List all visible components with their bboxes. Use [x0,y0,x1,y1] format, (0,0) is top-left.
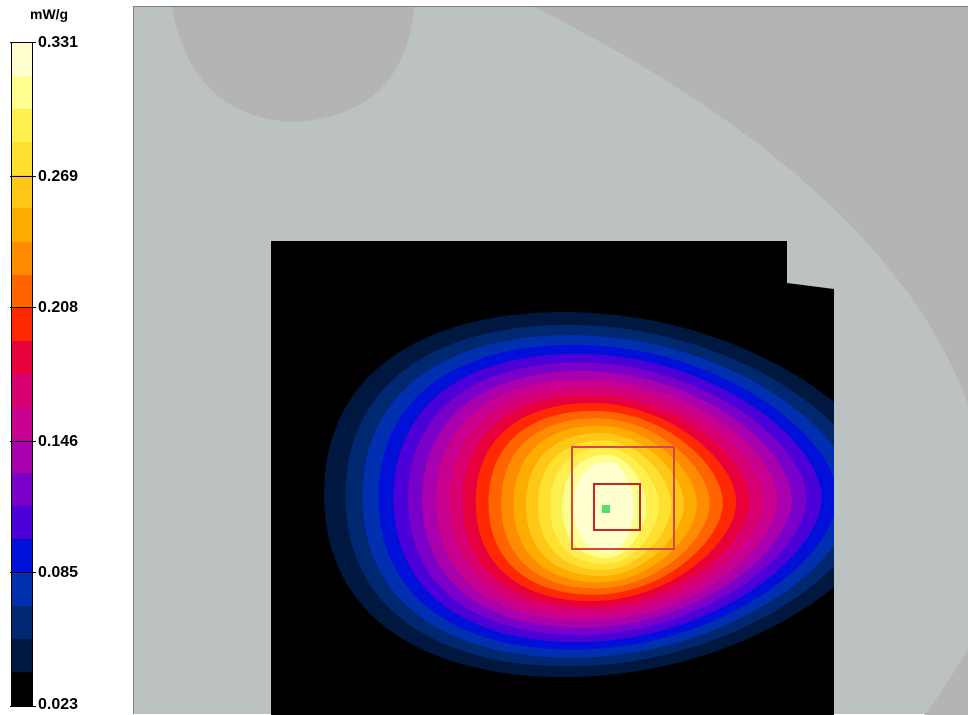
colorbar-swatch-9 [12,340,32,374]
colorbar-tick-mark [10,42,36,43]
colorbar-swatch-18 [12,638,32,672]
zoom-scan-inner-box [593,483,641,531]
colorbar-swatch-12 [12,440,32,474]
outside-region-top [172,7,414,122]
colorbar-swatch-11 [12,407,32,441]
colorbar-swatch-17 [12,605,32,639]
colorbar-swatch-0 [12,43,32,77]
colorbar-swatch-5 [12,208,32,242]
colorbar-tick-label: 0.208 [38,299,79,316]
colorbar-tick-label: 0.269 [38,168,79,185]
colorbar-tick-label: 0.023 [38,696,79,713]
colorbar-swatch-4 [12,175,32,209]
colorbar-swatch-19 [12,671,32,705]
colorbar-swatch-1 [12,76,32,110]
sar-heatmap-plot [133,6,968,715]
colorbar-swatch-6 [12,241,32,275]
heatmap-svg [172,7,968,715]
colorbar-swatch-7 [12,274,32,308]
contour-group [324,312,834,677]
colorbar-swatch-13 [12,473,32,507]
colorbar-swatch-16 [12,572,32,606]
colorbar-tick-label: 0.331 [38,34,79,51]
colorbar-legend: mW/g 0.331 0.269 0.208 0.146 0.085 0.023 [0,0,132,714]
outside-region-right [534,7,968,405]
colorbar-tick-label: 0.085 [38,564,79,581]
colorbar [11,42,33,706]
colorbar-tick-mark [10,176,36,177]
colorbar-swatch-10 [12,373,32,408]
colorbar-tick-mark [10,441,36,442]
colorbar-swatch-8 [12,307,32,341]
colorbar-swatch-2 [12,109,32,143]
colorbar-swatch-15 [12,539,32,573]
colorbar-unit-label: mW/g [30,6,69,22]
peak-marker [602,505,610,513]
colorbar-swatch-14 [12,506,32,540]
colorbar-tick-mark [10,307,36,308]
colorbar-swatch-3 [12,142,32,176]
zoom-scan-outer-box [571,446,675,550]
colorbar-tick-mark [10,572,36,573]
colorbar-tick-mark [10,706,36,707]
colorbar-tick-label: 0.146 [38,433,79,450]
outside-region-bottom [924,648,968,715]
